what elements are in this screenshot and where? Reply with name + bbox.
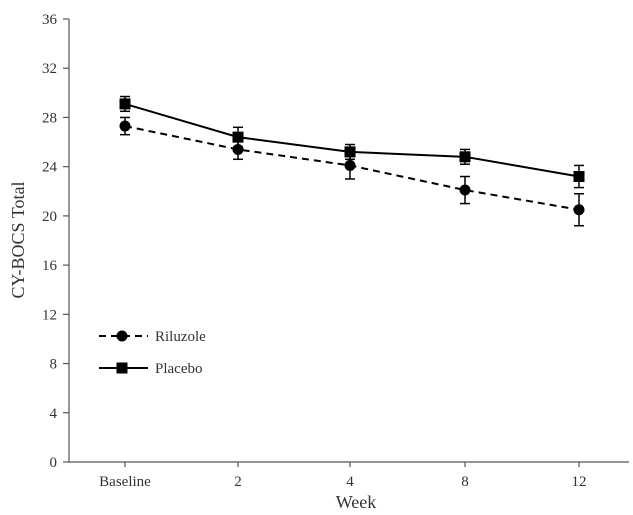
y-ticks: 0 4 8 12 16 20 24 28 32 36 [42, 12, 69, 471]
legend-item-placebo: Placebo [99, 361, 202, 377]
y-tick-label: 12 [42, 307, 57, 323]
data-point-placebo [573, 171, 585, 183]
x-tick-label: 2 [234, 474, 242, 490]
data-point-riluzole [344, 159, 356, 171]
x-tick-label: Baseline [99, 474, 151, 490]
axes [68, 19, 629, 463]
y-tick-label: 28 [42, 110, 57, 126]
y-tick-label: 20 [42, 209, 57, 225]
legend-marker-circle [116, 330, 128, 342]
data-point-riluzole [119, 120, 131, 132]
legend-label: Riluzole [155, 329, 206, 345]
y-tick-label: 36 [42, 12, 58, 28]
series-placebo [119, 95, 585, 189]
x-axis-title: Week [336, 492, 377, 512]
legend: Riluzole Placebo [99, 329, 206, 377]
y-tick-label: 4 [50, 406, 58, 422]
data-point-placebo [232, 131, 244, 143]
x-tick-label: 4 [346, 474, 354, 490]
x-tick-label: 12 [572, 474, 587, 490]
legend-marker-square [116, 362, 128, 374]
y-tick-label: 16 [42, 258, 58, 274]
x-ticks: Baseline 2 4 8 12 [99, 462, 587, 490]
y-tick-label: 32 [42, 61, 57, 77]
y-tick-label: 24 [42, 160, 58, 176]
data-point-placebo [344, 146, 356, 158]
series-riluzole [119, 116, 585, 227]
data-point-riluzole [459, 184, 471, 196]
y-axis-title: CY-BOCS Total [8, 182, 28, 299]
series-layer [119, 95, 585, 227]
legend-item-riluzole: Riluzole [99, 329, 206, 345]
data-point-placebo [119, 98, 131, 110]
data-point-riluzole [573, 204, 585, 216]
legend-label: Placebo [155, 361, 202, 377]
x-tick-label: 8 [461, 474, 469, 490]
data-point-placebo [459, 151, 471, 163]
y-tick-label: 8 [50, 357, 58, 373]
y-tick-label: 0 [50, 455, 58, 471]
